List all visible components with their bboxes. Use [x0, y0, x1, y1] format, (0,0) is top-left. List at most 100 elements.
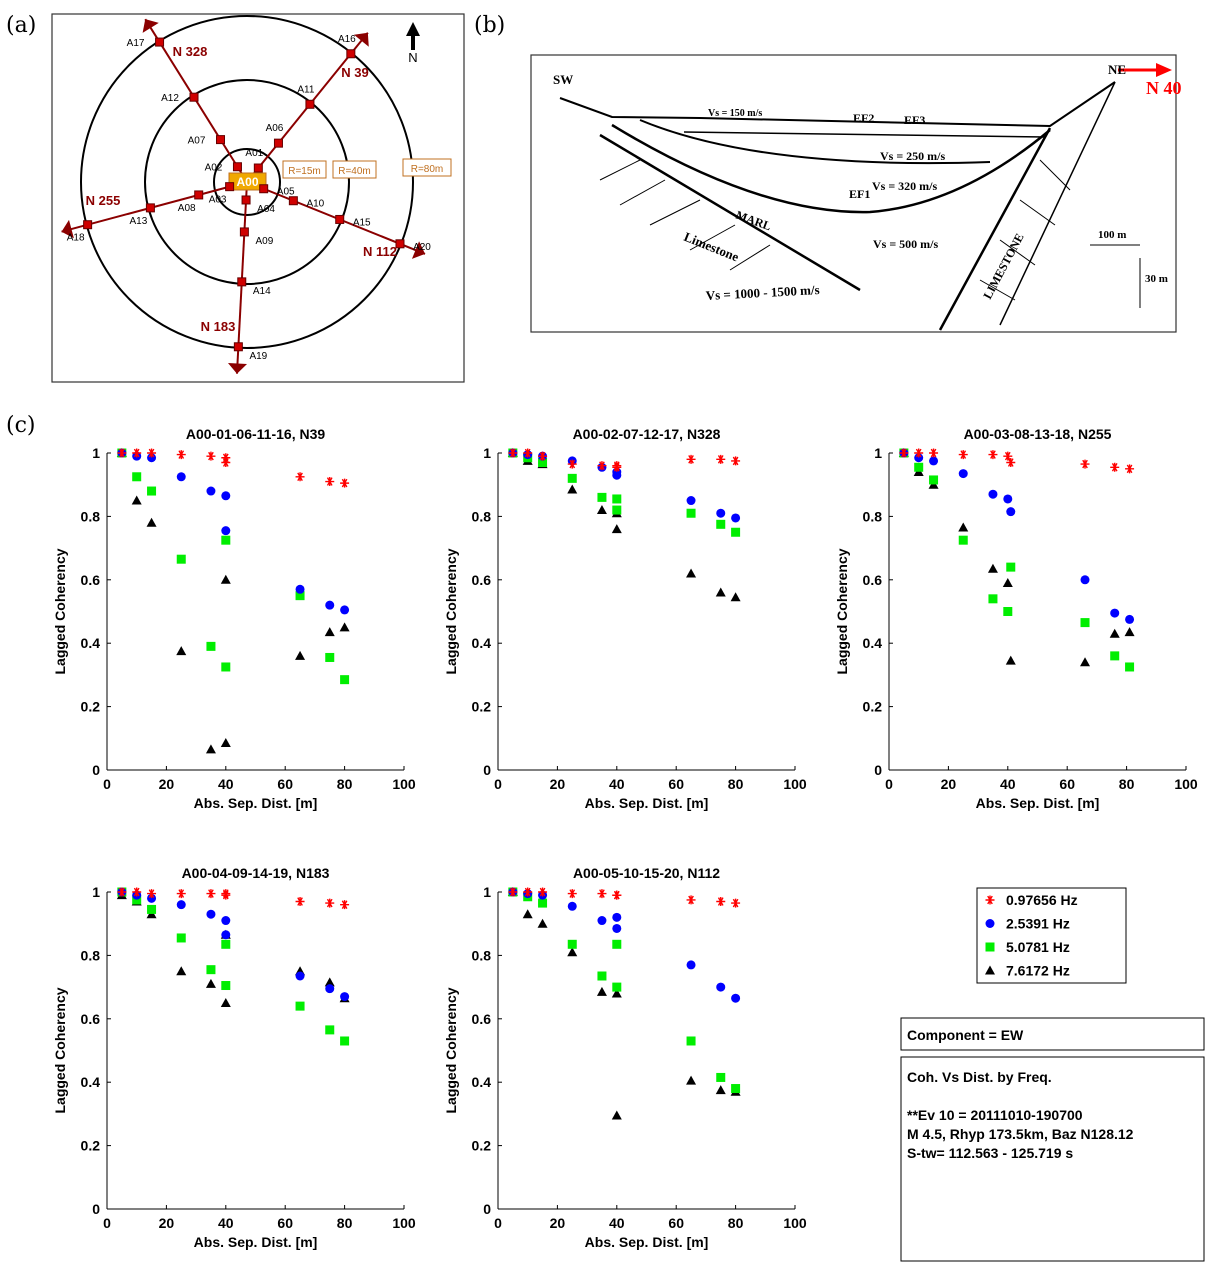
point [929, 456, 939, 466]
point [1003, 607, 1013, 616]
point [538, 451, 548, 461]
station-label: A11 [297, 84, 314, 95]
y-tick-label: 0 [92, 1201, 100, 1217]
point [1003, 494, 1013, 504]
point [731, 993, 741, 1003]
section-label: 30 m [1145, 273, 1168, 285]
point [221, 662, 231, 672]
y-tick-label: 1 [874, 445, 882, 461]
point [221, 535, 231, 545]
point [612, 494, 622, 504]
point [295, 971, 305, 981]
point [612, 939, 622, 949]
station [225, 182, 235, 192]
point [340, 1036, 350, 1046]
radius-box [282, 160, 327, 179]
point [1125, 614, 1135, 624]
station-map: N 39 N 328 N 255 N 183 N 112 R=15m R=40m R=80m A… [61, 18, 452, 374]
station [259, 184, 269, 194]
station [194, 190, 204, 200]
point [325, 1025, 335, 1035]
point [1002, 577, 1013, 587]
x-tick-label: 100 [1174, 776, 1198, 792]
station-label: A20 [413, 242, 431, 253]
azimuth-label: N 328 [173, 44, 208, 59]
point [324, 977, 335, 987]
point [716, 508, 726, 518]
point [985, 942, 995, 952]
x-tick-label: 60 [1059, 776, 1075, 792]
point [988, 450, 998, 460]
point [508, 448, 518, 458]
info-box [900, 1056, 1205, 1262]
point [567, 901, 577, 911]
x-tick-label: 100 [783, 776, 807, 792]
point [221, 939, 231, 949]
y-tick-label: 0 [483, 762, 491, 778]
point [567, 473, 577, 483]
y-tick-label: 0.8 [81, 508, 101, 524]
point [1006, 507, 1016, 517]
array-arrowhead [142, 19, 159, 33]
y-tick-label: 0.2 [472, 699, 492, 715]
station-label: A16 [338, 34, 356, 45]
station-label: A13 [130, 216, 148, 227]
layer [599, 133, 861, 292]
point [220, 574, 231, 584]
point [612, 923, 622, 933]
ring [144, 79, 350, 285]
station [241, 195, 251, 205]
station-label: A00 [236, 175, 258, 189]
point [686, 895, 696, 905]
station [83, 220, 93, 230]
section-label: Vs = 320 m/s [872, 179, 938, 193]
hatch [599, 159, 1071, 301]
x-axis-label: Abs. Sep. Dist. [m] [585, 1234, 709, 1250]
station-label: A03 [209, 195, 227, 206]
map-frame [51, 13, 465, 383]
point [508, 887, 518, 897]
point [985, 919, 995, 928]
x-tick-label: 80 [728, 1215, 744, 1231]
point [176, 889, 186, 899]
layer [683, 131, 1046, 138]
chart-title: A00-01-06-11-16, N39 [186, 426, 326, 442]
point [985, 965, 995, 975]
point [221, 981, 231, 991]
x-tick-label: 20 [941, 776, 957, 792]
point [176, 966, 187, 976]
point [537, 918, 548, 928]
charts: A00-01-06-11-16, N39 Abs. Sep. Dist. [m] L… [52, 426, 1198, 1250]
info-line: M 4.5, Rhyp 173.5km, Baz N128.12 [907, 1126, 1134, 1142]
section-label: Limestone [682, 229, 741, 265]
x-tick-label: 100 [392, 1215, 416, 1231]
point [295, 650, 306, 660]
azimuth-label: N 183 [201, 319, 236, 334]
point [221, 526, 231, 536]
point [147, 889, 157, 899]
point [206, 641, 216, 651]
layer [999, 81, 1116, 326]
point [567, 484, 578, 494]
station [145, 203, 155, 213]
point [1006, 562, 1016, 572]
point [686, 496, 696, 506]
legend-label: 2.5391 Hz [1006, 916, 1070, 932]
y-tick-label: 1 [483, 884, 491, 900]
point [295, 591, 305, 601]
y-tick-label: 0.6 [81, 1011, 101, 1027]
x-tick-label: 40 [609, 1215, 625, 1231]
legend-label: 0.97656 Hz [1006, 892, 1078, 908]
y-tick-label: 0.6 [472, 572, 492, 588]
point [611, 1110, 622, 1120]
point [221, 890, 231, 900]
y-tick-label: 0.2 [863, 699, 883, 715]
y-tick-label: 0.4 [472, 635, 492, 651]
station [335, 214, 345, 224]
point [1124, 627, 1135, 637]
info-line: **Ev 10 = 20111010-190700 [907, 1107, 1083, 1123]
point [958, 469, 968, 479]
section-label: EF2 [853, 111, 874, 125]
legend-label: 7.6172 Hz [1006, 963, 1070, 979]
point [988, 489, 998, 499]
